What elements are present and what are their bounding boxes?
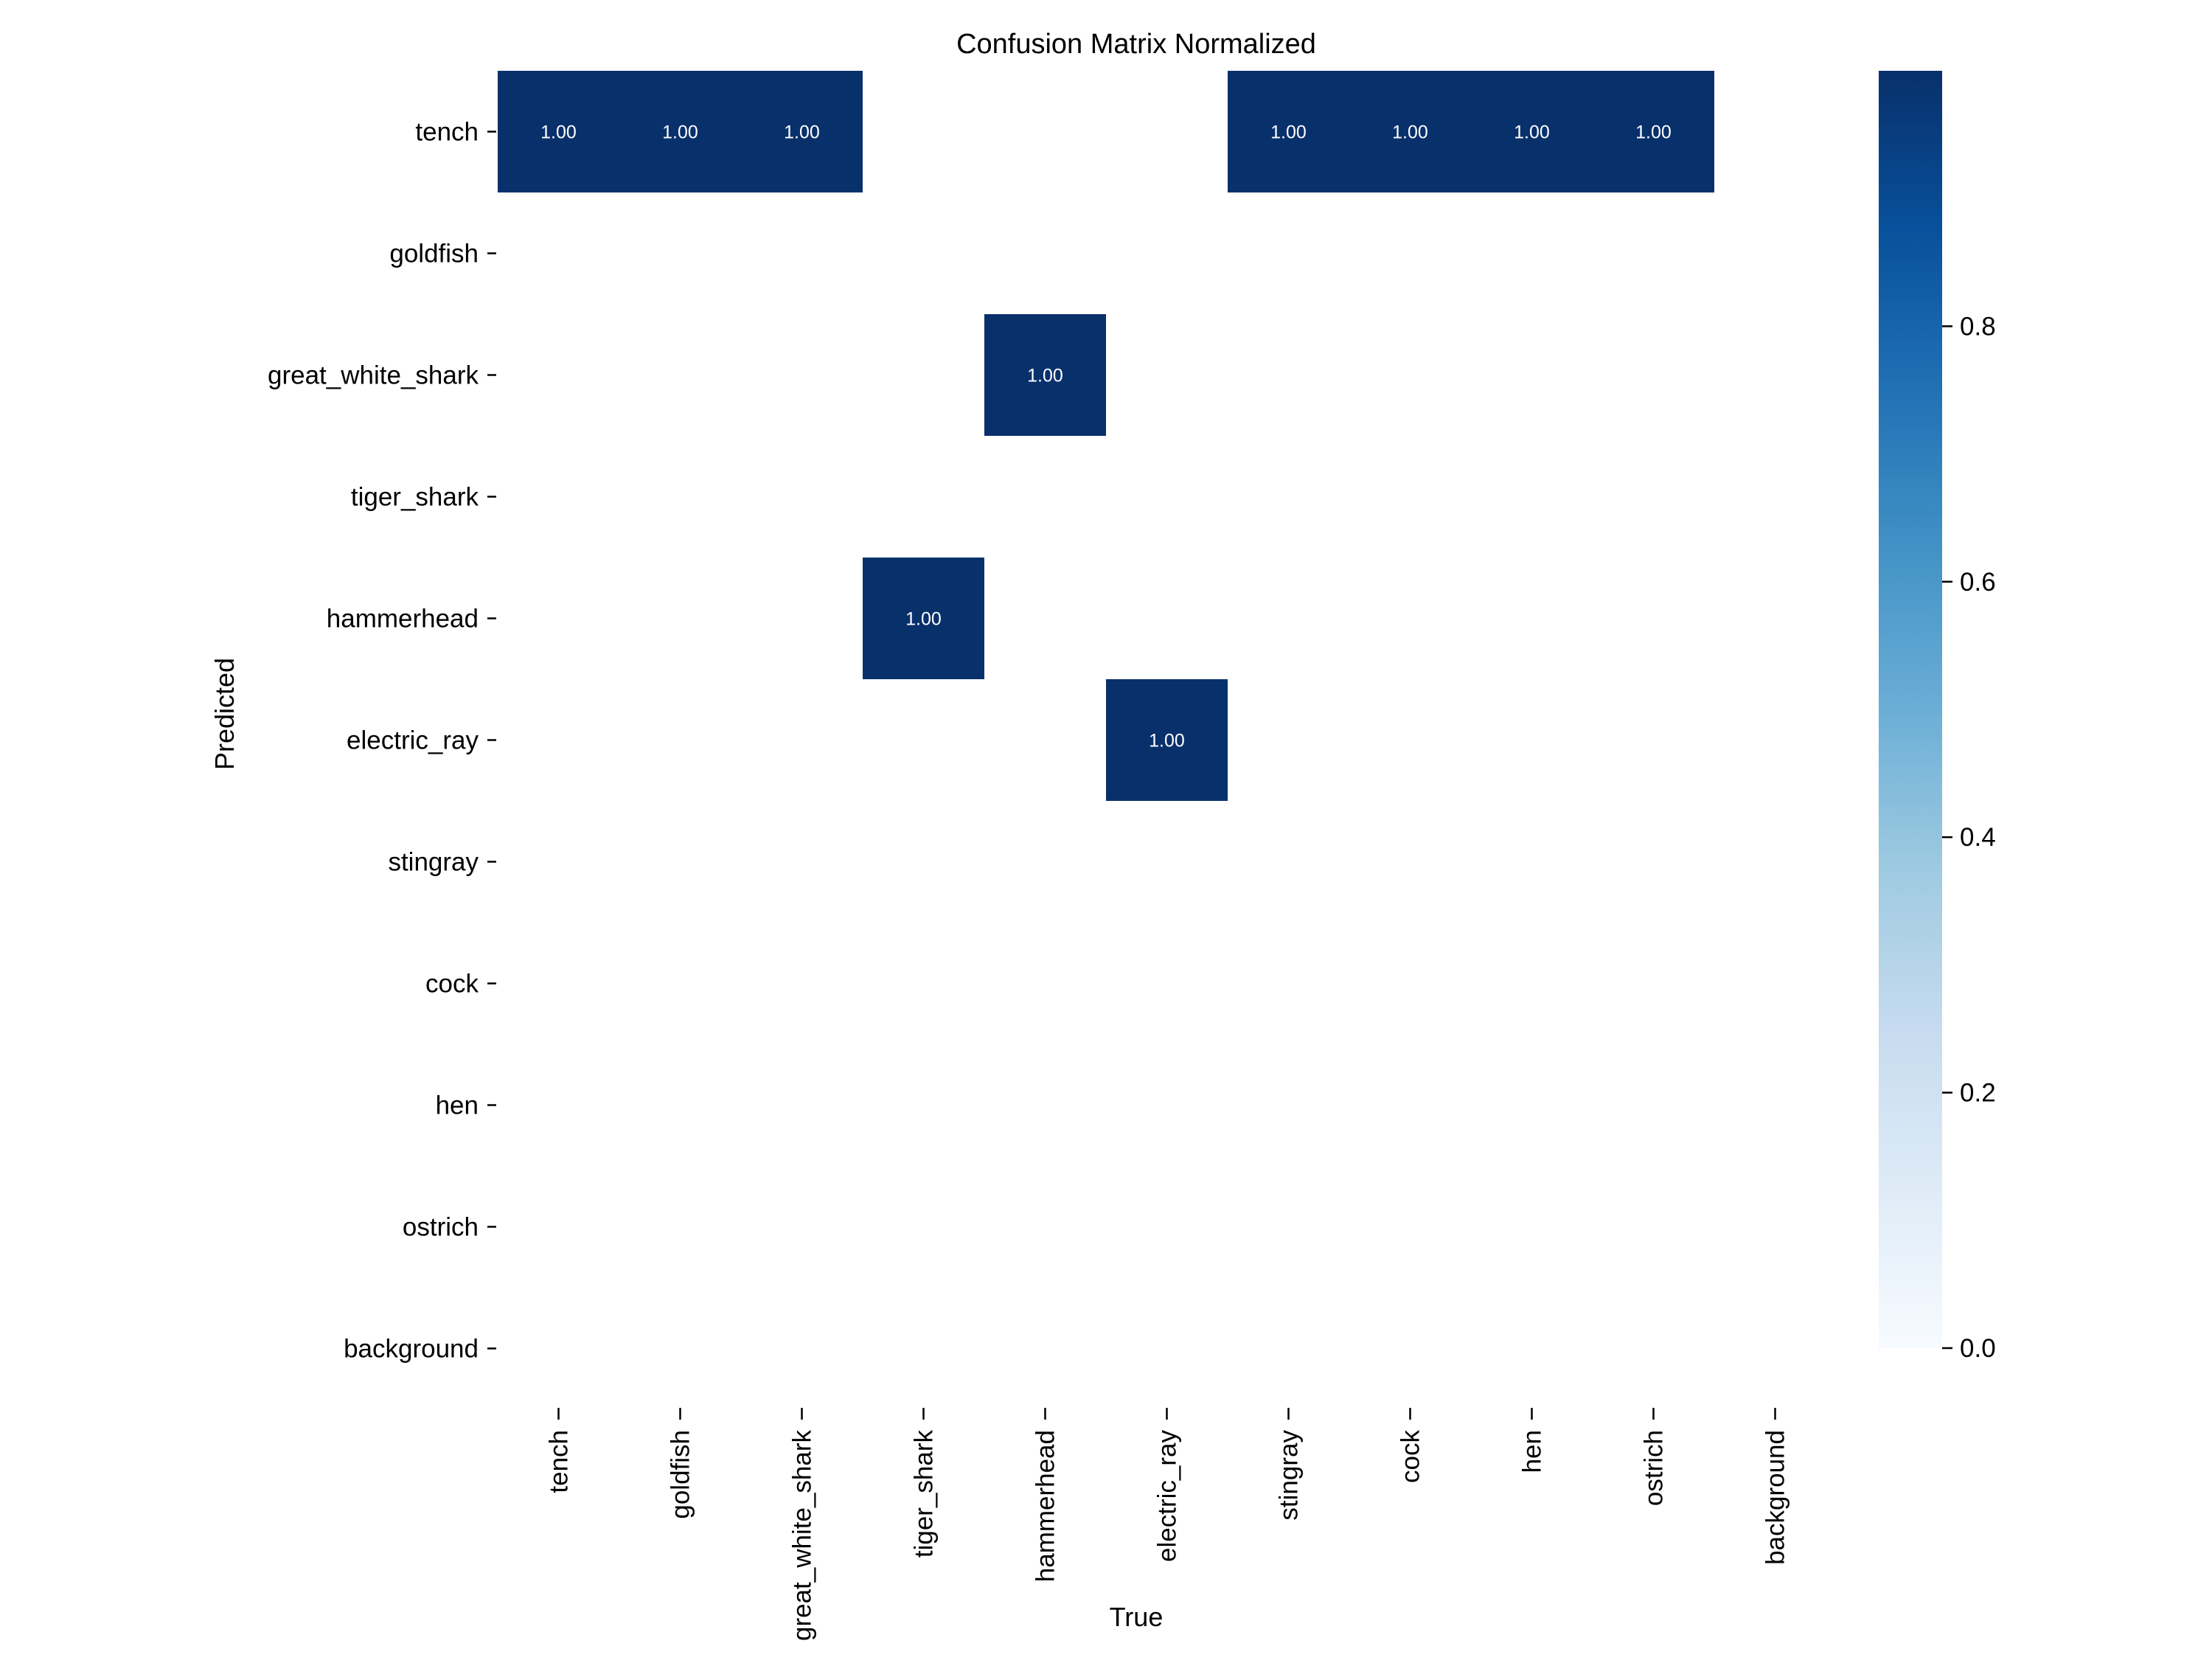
x-axis-label: True bbox=[1110, 1602, 1164, 1632]
x-tick-label: hammerhead bbox=[1032, 1430, 1060, 1582]
colorbar-tick-label: 0.0 bbox=[1960, 1334, 1996, 1363]
heatmap-cell bbox=[1471, 71, 1593, 192]
cell-value-label: 1.00 bbox=[784, 122, 820, 143]
y-tick-label: cock bbox=[425, 970, 479, 999]
colorbar-tick-label: 0.6 bbox=[1960, 568, 1996, 597]
cell-value-label: 1.00 bbox=[1392, 122, 1428, 143]
cell-value-label: 1.00 bbox=[540, 122, 577, 143]
y-tick-label: hen bbox=[436, 1091, 479, 1120]
x-tick-label: cock bbox=[1397, 1430, 1425, 1483]
heatmap-cell bbox=[498, 71, 619, 192]
x-tick-label: ostrich bbox=[1640, 1430, 1669, 1506]
y-axis: tench goldfish great_white_shark tiger_shar… bbox=[268, 118, 496, 1364]
heatmap-cell bbox=[741, 71, 863, 192]
colorbar-tick-label: 0.2 bbox=[1960, 1079, 1996, 1108]
x-tick-label: background bbox=[1761, 1430, 1790, 1565]
chart-title: Confusion Matrix Normalized bbox=[956, 29, 1316, 60]
cell-value-label: 1.00 bbox=[1149, 731, 1185, 751]
heatmap-cells: 1.00 1.00 1.00 1.00 1.00 1.00 1.00 1.00 1.00 1.00 bbox=[498, 71, 1714, 801]
heatmap-cell bbox=[1106, 679, 1228, 801]
y-tick-label: stingray bbox=[388, 848, 479, 877]
colorbar-tick-label: 0.4 bbox=[1960, 823, 1996, 852]
x-tick-label: hen bbox=[1518, 1430, 1547, 1473]
colorbar-tick-label: 0.8 bbox=[1960, 312, 1996, 341]
y-tick-label: tiger_shark bbox=[351, 483, 479, 512]
heatmap-cell bbox=[984, 314, 1106, 436]
y-tick-label: great_white_shark bbox=[268, 361, 479, 390]
cell-value-label: 1.00 bbox=[1514, 122, 1550, 143]
y-tick-label: goldfish bbox=[389, 240, 479, 268]
heatmap-cell bbox=[1228, 71, 1349, 192]
x-tick-label: goldfish bbox=[667, 1430, 695, 1519]
y-tick-label: tench bbox=[415, 118, 479, 147]
x-tick-label: tench bbox=[545, 1430, 574, 1493]
heatmap-cell bbox=[1593, 71, 1714, 192]
y-tick-label: background bbox=[344, 1335, 479, 1364]
x-tick-label: electric_ray bbox=[1153, 1430, 1182, 1562]
cell-value-label: 1.00 bbox=[1270, 122, 1307, 143]
colorbar-ticks: 0.0 0.2 0.4 0.6 0.8 bbox=[1942, 312, 1996, 1363]
y-tick-label: ostrich bbox=[403, 1213, 479, 1242]
y-axis-label: Predicted bbox=[209, 658, 240, 770]
x-axis: tench goldfish great_white_shark tiger_shar… bbox=[545, 1408, 1790, 1641]
x-tick-label: great_white_shark bbox=[788, 1430, 817, 1641]
cell-value-label: 1.00 bbox=[662, 122, 698, 143]
x-tick-label: stingray bbox=[1275, 1430, 1304, 1521]
heatmap-cell bbox=[863, 558, 984, 679]
colorbar bbox=[1879, 71, 1942, 1348]
y-tick-label: hammerhead bbox=[327, 605, 479, 633]
y-tick-label: electric_ray bbox=[347, 726, 479, 755]
cell-value-label: 1.00 bbox=[905, 609, 942, 630]
cell-value-label: 1.00 bbox=[1635, 122, 1672, 143]
x-tick-label: tiger_shark bbox=[910, 1430, 939, 1558]
heatmap-cell bbox=[619, 71, 741, 192]
cell-value-label: 1.00 bbox=[1027, 366, 1063, 386]
heatmap-cell bbox=[1349, 71, 1471, 192]
